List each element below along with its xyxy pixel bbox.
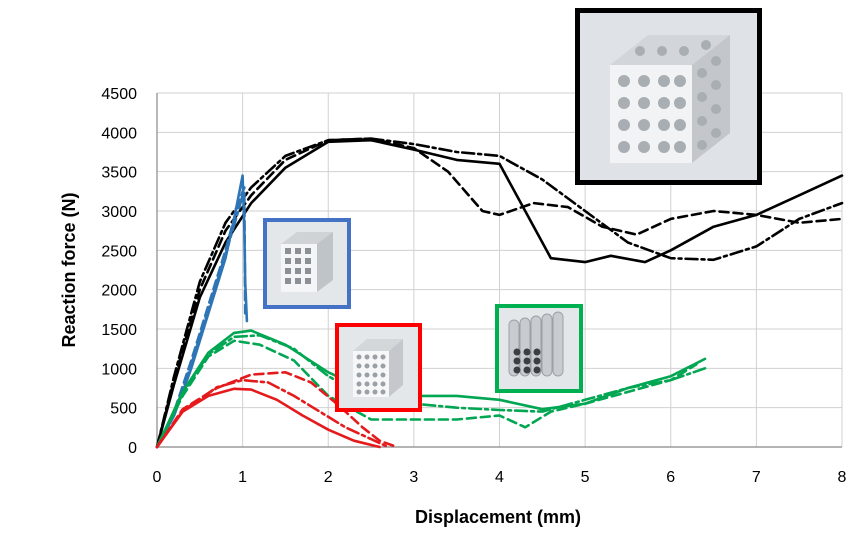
lattice-cube-icon <box>339 327 418 408</box>
x-tick-label: 3 <box>409 469 418 486</box>
x-tick-label: 5 <box>581 469 590 486</box>
plot-frame <box>156 93 842 448</box>
series-line-5 <box>155 194 244 449</box>
x-tick-label: 8 <box>838 469 847 486</box>
y-tick-label: 2000 <box>101 283 137 300</box>
x-tick-label: 2 <box>324 469 333 486</box>
series-line-11 <box>155 378 390 449</box>
x-tick-label: 0 <box>153 469 162 486</box>
x-tick-labels: 0 1 2 3 4 5 6 7 8 <box>153 469 847 486</box>
gyroid-cube-icon <box>580 13 757 180</box>
y-tick-label: 3000 <box>101 204 137 221</box>
y-tick-labels: 0 500 1000 1500 2000 2500 3000 3500 4000 4500 <box>101 86 137 457</box>
y-tick-label: 1500 <box>101 322 137 339</box>
inset-red-lattice-image <box>335 323 422 412</box>
y-tick-label: 3500 <box>101 165 137 182</box>
x-tick-label: 6 <box>666 469 675 486</box>
inset-black-gyroid-image <box>575 8 762 185</box>
lattice-cube-icon <box>267 222 347 305</box>
y-tick-label: 4500 <box>101 86 137 103</box>
y-tick-label: 500 <box>110 401 137 418</box>
x-tick-label: 7 <box>752 469 761 486</box>
y-axis-label: Reaction force (N) <box>59 192 79 347</box>
series-layer <box>155 137 844 449</box>
x-axis-label: Displacement (mm) <box>415 507 581 527</box>
series-line-2 <box>155 137 844 449</box>
inset-green-tube-image <box>495 304 583 393</box>
x-tick-label: 4 <box>495 469 504 486</box>
series-line-9 <box>155 387 381 449</box>
x-tick-label: 1 <box>238 469 247 486</box>
y-tick-label: 1000 <box>101 361 137 378</box>
tube-bundle-icon <box>499 308 579 389</box>
series-line-7 <box>155 339 698 449</box>
y-tick-label: 0 <box>128 440 137 457</box>
inset-blue-lattice-image <box>263 218 351 309</box>
y-tick-label: 4000 <box>101 125 137 142</box>
y-tick-label: 2500 <box>101 243 137 260</box>
